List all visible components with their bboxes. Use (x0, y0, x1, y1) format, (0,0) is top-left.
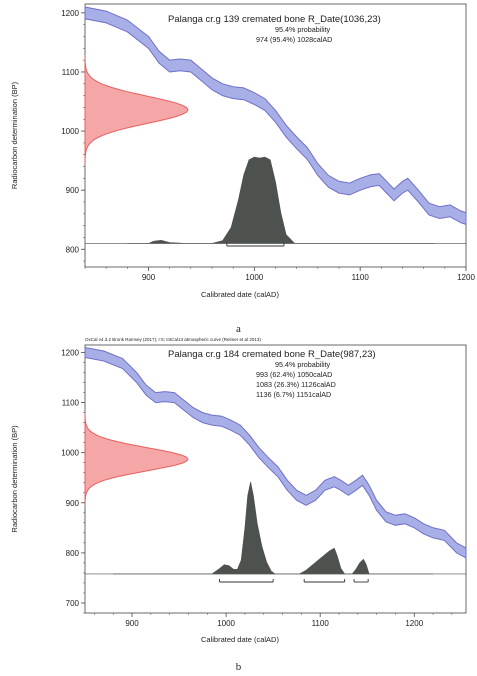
range-bar (219, 579, 274, 583)
range-bar (226, 243, 285, 247)
x-tick-label: 1000 (245, 273, 263, 282)
x-tick-label: 1200 (457, 273, 475, 282)
y-tick-label: 900 (66, 499, 80, 508)
chart-a-svg: 800 900 1000 1100 1200 900 1000 1100 1200 Calibra… (10, 3, 475, 299)
x-axis-label: Calibrated date (calAD) (201, 635, 279, 644)
x-axis-label: Calibrated date (calAD) (201, 290, 279, 299)
x-tick-label: 1100 (312, 619, 330, 628)
header-note: OxCal v4.3.2 Bronk Ramsey (2017); r:5; I… (85, 337, 261, 342)
chart-panel-b: 700 800 900 1000 1100 1200 900 1000 1100 1200 Cali… (0, 337, 477, 676)
x-tick-label: 1000 (217, 619, 235, 628)
calibration-curve-band (84, 346, 467, 559)
probability-label: 95.4% probability (275, 360, 331, 369)
chart-b-svg: 700 800 900 1000 1100 1200 900 1000 1100 1200 Cali… (10, 337, 467, 644)
x-tick-label: 900 (142, 273, 156, 282)
y-tick-label: 900 (66, 186, 80, 195)
y-axis-label: Radiocarbon determination (BP) (10, 81, 19, 189)
y-tick-label: 800 (66, 245, 80, 254)
chart-title: Palanga cr.g 184 cremated bone R_Date(98… (168, 349, 376, 360)
y-tick-label: 700 (66, 599, 80, 608)
range-text: 1136 (6.7%) 1151calAD (256, 390, 331, 399)
y-tick-label: 1100 (62, 68, 80, 77)
range-text: 974 (95.4%) 1028calAD (256, 35, 332, 44)
calibrated-distribution (85, 481, 466, 575)
y-tick-label: 1000 (61, 127, 79, 136)
calibration-curve-band (84, 6, 467, 226)
range-bar (353, 579, 369, 583)
radiocarbon-distribution (84, 55, 189, 165)
x-tick-label: 1100 (352, 273, 370, 282)
range-text: 1083 (26.3%) 1126calAD (256, 380, 336, 389)
y-tick-label: 1100 (62, 399, 80, 408)
y-tick-label: 1200 (61, 9, 79, 18)
range-text: 993 (62.4%) 1050calAD (256, 370, 332, 379)
radiocarbon-distribution (84, 413, 189, 506)
x-tick-label: 900 (125, 619, 139, 628)
panel-caption-a: a (236, 323, 241, 335)
panel-caption-b: b (235, 661, 242, 673)
chart-title: Palanga cr.g 139 cremated bone R_Date(10… (168, 14, 381, 25)
calibrated-distribution (85, 156, 466, 244)
probability-label: 95.4% probability (275, 25, 331, 34)
chart-panel-a: 800 900 1000 1100 1200 900 1000 1100 1200 Calibra… (0, 0, 477, 336)
y-tick-label: 800 (66, 549, 80, 558)
y-tick-label: 1200 (61, 349, 79, 358)
y-tick-label: 1000 (61, 449, 79, 458)
x-tick-label: 1200 (405, 619, 423, 628)
y-axis-label: Radiocarbon determination (BP) (10, 425, 19, 533)
range-bar (303, 579, 346, 583)
